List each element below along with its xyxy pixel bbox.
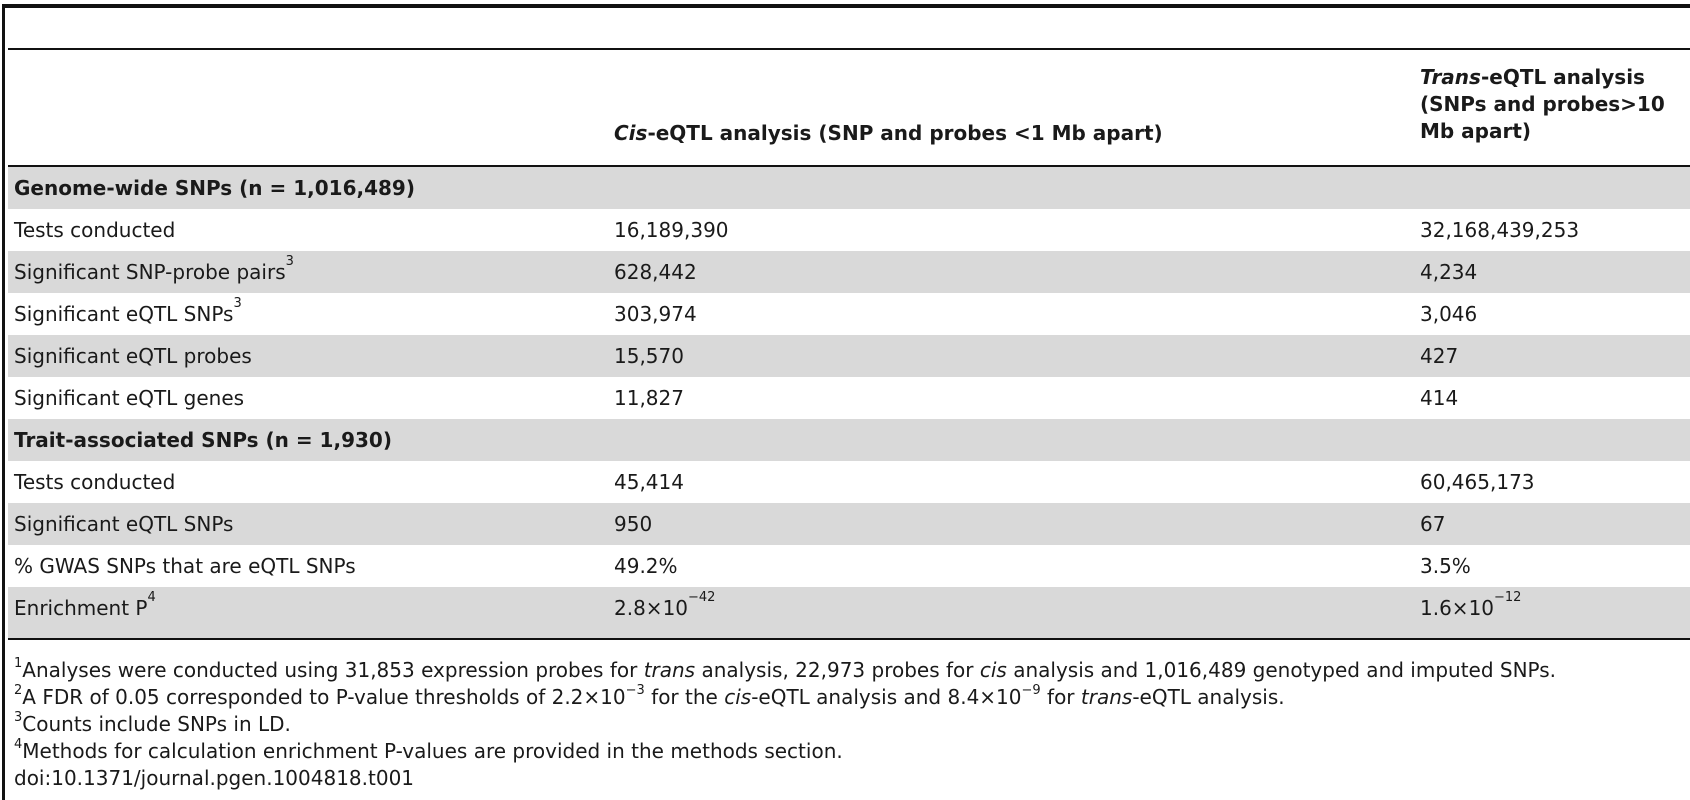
trans-value: 3.5% [1420, 554, 1471, 578]
row-label: Significant eQTL SNPs3 [14, 296, 242, 326]
trans-header-line3: Mb apart) [1420, 119, 1532, 143]
section-row-genome-wide: Genome-wide SNPs (n = 1,016,489) [8, 167, 1690, 209]
footnote-text: -eQTL analysis. [1132, 685, 1285, 709]
trans-value-exponent: −12 [1494, 590, 1522, 605]
table-row: Tests conducted 45,414 60,465,173 [8, 461, 1690, 503]
cis-value: 628,442 [614, 260, 697, 284]
cis-value: 16,189,390 [614, 218, 729, 242]
table-row: Significant eQTL genes 11,827 414 [8, 377, 1690, 419]
doi-link[interactable]: doi:10.1371/journal.pgen.1004818.t001 [14, 766, 415, 790]
footnote-4: 4Methods for calculation enrichment P-va… [14, 737, 1556, 765]
top-rule [2, 4, 1690, 8]
cis-value: 15,570 [614, 344, 684, 368]
section-label: Trait-associated SNPs (n = 1,930) [14, 428, 392, 452]
row-label-text: Enrichment P [14, 596, 148, 620]
footnote-text: for the [644, 685, 725, 709]
footnote-text: Methods for calculation enrichment P-val… [22, 739, 843, 763]
trans-header-line1: Trans-eQTL analysis [1420, 64, 1665, 91]
footnote-mark: 3 [14, 710, 23, 725]
trans-value: 427 [1420, 344, 1459, 368]
cis-value: 303,974 [614, 302, 697, 326]
footnote-text: A FDR of 0.05 corresponded to P-value th… [22, 685, 626, 709]
footnote-mark: 1 [14, 656, 23, 671]
header-bottom-rule [8, 165, 1690, 167]
footnote-text: -eQTL analysis and 8.4×10 [751, 685, 1022, 709]
table-row: % GWAS SNPs that are eQTL SNPs 49.2% 3.5… [8, 545, 1690, 587]
footnote-text: analysis and 1,016,489 genotyped and imp… [1006, 658, 1557, 682]
row-label-text: Significant eQTL SNPs [14, 302, 234, 326]
cis-value-exponent: −42 [688, 590, 716, 605]
trans-value: 4,234 [1420, 260, 1478, 284]
trans-value-base: 1.6×10 [1420, 596, 1495, 620]
footnote-italic: cis [724, 685, 752, 709]
left-frame-border [2, 6, 5, 800]
cis-column-header: Cis-eQTL analysis (SNP and probes <1 Mb … [614, 120, 1163, 147]
trans-column-header: Trans-eQTL analysis (SNPs and probes>10 … [1420, 64, 1665, 145]
footnote-ref: 4 [147, 590, 156, 605]
footnote-italic: trans [643, 658, 696, 682]
footnote-italic: trans [1080, 685, 1133, 709]
row-label: Significant SNP-probe pairs3 [14, 254, 294, 284]
section-label: Genome-wide SNPs (n = 1,016,489) [14, 176, 415, 200]
footnote-text: Counts include SNPs in LD. [22, 712, 291, 736]
trans-header-line2: (SNPs and probes>10 [1420, 92, 1665, 116]
footnote-text: analysis, 22,973 probes for [695, 658, 980, 682]
row-label: Significant eQTL genes [14, 386, 245, 410]
trans-value: 414 [1420, 386, 1459, 410]
cis-value: 49.2% [614, 554, 678, 578]
table-row: Significant eQTL SNPs 950 67 [8, 503, 1690, 545]
cis-header-text: -eQTL analysis (SNP and probes <1 Mb apa… [647, 121, 1163, 145]
row-label: Significant eQTL probes [14, 344, 252, 368]
table-row: Significant SNP-probe pairs3 628,442 4,2… [8, 251, 1690, 293]
row-label: Enrichment P4 [14, 590, 156, 620]
cis-value: 11,827 [614, 386, 684, 410]
trans-header-text: -eQTL analysis [1480, 65, 1645, 89]
footnote-ref: 3 [285, 254, 294, 269]
footnote-exponent: −3 [625, 683, 645, 698]
trans-value: 1.6×10−12 [1420, 590, 1521, 620]
table-bottom-rule [8, 638, 1690, 640]
cis-italic: Cis [614, 121, 648, 145]
table-row: Significant eQTL SNPs3 303,974 3,046 [8, 293, 1690, 335]
footnote-italic: cis [979, 658, 1007, 682]
trans-value: 60,465,173 [1420, 470, 1535, 494]
trans-value: 32,168,439,253 [1420, 218, 1580, 242]
row-label: Tests conducted [14, 470, 176, 494]
trans-value: 67 [1420, 512, 1446, 536]
footnote-1: 1Analyses were conducted using 31,853 ex… [14, 656, 1557, 684]
row-label-text: Significant SNP-probe pairs [14, 260, 286, 284]
footnote-ref: 3 [233, 296, 242, 311]
trans-value: 3,046 [1420, 302, 1478, 326]
cis-value-base: 2.8×10 [614, 596, 689, 620]
table-row: Significant eQTL probes 15,570 427 [8, 335, 1690, 377]
trans-italic: Trans [1420, 65, 1481, 89]
cis-value: 2.8×10−42 [614, 590, 715, 620]
footnote-exponent: −9 [1021, 683, 1041, 698]
header-top-rule [8, 48, 1690, 50]
row-label: % GWAS SNPs that are eQTL SNPs [14, 554, 356, 578]
footnote-3: 3Counts include SNPs in LD. [14, 710, 1556, 738]
footnote-2: 2A FDR of 0.05 corresponded to P-value t… [14, 683, 1556, 711]
cis-value: 950 [614, 512, 653, 536]
footnote-mark: 4 [14, 737, 23, 752]
footnote-text: for [1040, 685, 1081, 709]
footnote-text: Analyses were conducted using 31,853 exp… [22, 658, 644, 682]
cis-value: 45,414 [614, 470, 684, 494]
row-label: Tests conducted [14, 218, 176, 242]
section-row-trait-associated: Trait-associated SNPs (n = 1,930) [8, 419, 1690, 461]
table-row: Tests conducted 16,189,390 32,168,439,25… [8, 209, 1690, 251]
row-label: Significant eQTL SNPs [14, 512, 234, 536]
footnote-mark: 2 [14, 683, 23, 698]
table-row: Enrichment P4 2.8×10−42 1.6×10−12 [8, 587, 1690, 638]
table-footnotes: 1Analyses were conducted using 31,853 ex… [14, 656, 1557, 792]
